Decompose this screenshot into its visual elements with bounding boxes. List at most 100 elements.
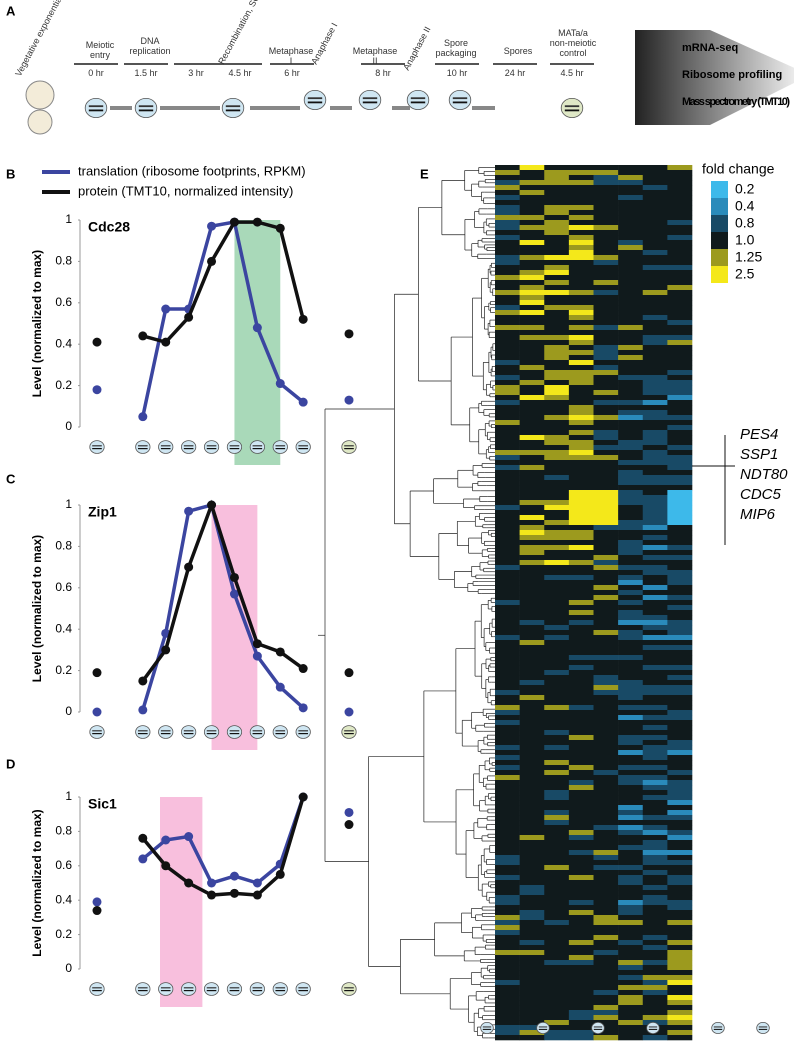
heatmap-cell — [495, 705, 520, 711]
heatmap-cell — [667, 745, 693, 751]
heatmap-cell — [495, 385, 520, 391]
heatmap-cell — [568, 540, 594, 546]
heatmap-cell — [618, 175, 644, 181]
heatmap-cell — [593, 375, 619, 381]
heatmap-cell — [667, 420, 693, 426]
heatmap-cell — [544, 180, 570, 186]
heatmap-cell — [544, 305, 570, 311]
heatmap-cell — [568, 730, 594, 736]
heatmap-cell — [642, 505, 668, 511]
heatmap-cell — [519, 765, 545, 771]
heatmap-cell — [593, 530, 619, 536]
heatmap-cell — [519, 715, 545, 721]
heatmap-cell — [519, 190, 545, 196]
heatmap-cell — [519, 275, 545, 281]
heatmap-cell — [519, 425, 545, 431]
heatmap-cell — [593, 665, 619, 671]
cell-icon — [536, 1022, 550, 1035]
heatmap-cell — [544, 800, 570, 806]
heatmap-cell — [568, 915, 594, 921]
heatmap-cell — [618, 575, 644, 581]
heatmap-cell — [519, 450, 545, 456]
heatmap-cell — [593, 860, 619, 866]
heatmap-cell — [667, 330, 693, 336]
heatmap-cell — [544, 950, 570, 956]
heatmap-cell — [568, 300, 594, 306]
heatmap-cell — [618, 395, 644, 401]
heatmap-cell — [544, 230, 570, 236]
heatmap-cell — [568, 465, 594, 471]
heatmap-cell — [568, 660, 594, 666]
heatmap-cell — [618, 885, 644, 891]
heatmap-cell — [667, 480, 693, 486]
heatmap-cell — [667, 760, 693, 766]
heatmap-cell — [495, 505, 520, 511]
heatmap-cell — [618, 955, 644, 961]
gene-label: CDC5 — [740, 486, 781, 503]
heatmap-cell — [519, 420, 545, 426]
heatmap-cell — [568, 785, 594, 791]
heatmap-cell — [519, 440, 545, 446]
stage-name: MATa/a non-meiotic control — [549, 28, 597, 58]
cell-icon — [221, 98, 245, 119]
heatmap-cell — [618, 820, 644, 826]
heatmap-cell — [568, 220, 594, 226]
heatmap-cell — [519, 610, 545, 616]
heatmap-cell — [642, 755, 668, 761]
heatmap-cell — [495, 630, 520, 636]
cell-icon — [646, 1022, 660, 1035]
heatmap-cell — [618, 170, 644, 176]
heatmap-cell — [544, 865, 570, 871]
heatmap-cell — [642, 580, 668, 586]
heatmap-cell — [593, 795, 619, 801]
heatmap-cell — [495, 945, 520, 951]
heatmap-cell — [495, 890, 520, 896]
heatmap-cell — [593, 840, 619, 846]
heatmap-cell — [519, 480, 545, 486]
heatmap-cell — [593, 990, 619, 996]
heatmap-cell — [667, 310, 693, 316]
data-point — [344, 668, 354, 678]
heatmap-cell — [519, 895, 545, 901]
heatmap-cell — [495, 660, 520, 666]
stage-time: 6 hr — [284, 68, 300, 78]
heatmap-cell — [519, 935, 545, 941]
heatmap-cell — [568, 800, 594, 806]
heatmap-cell — [519, 515, 545, 521]
heatmap-cell — [642, 545, 668, 551]
heatmap-cell — [618, 235, 644, 241]
heatmap-cell — [568, 705, 594, 711]
heatmap-cell — [642, 795, 668, 801]
heatmap-cell — [618, 400, 644, 406]
heatmap-cell — [618, 460, 644, 466]
heatmap-cell — [495, 520, 520, 526]
heatmap-cell — [544, 335, 570, 341]
heatmap-cell — [568, 430, 594, 436]
heatmap-cell — [618, 930, 644, 936]
heatmap-cell — [618, 290, 644, 296]
heatmap-cell — [667, 895, 693, 901]
heatmap-cell — [667, 705, 693, 711]
heatmap-cell — [495, 510, 520, 516]
heatmap-cell — [593, 240, 619, 246]
heatmap-cell — [618, 415, 644, 421]
heatmap-cell — [519, 170, 545, 176]
heatmap-cell — [618, 695, 644, 701]
heatmap-cell — [544, 655, 570, 661]
heatmap-cell — [642, 865, 668, 871]
assay-label: mRNA-seq — [682, 42, 738, 54]
heatmap-cell — [593, 420, 619, 426]
heatmap-cell — [593, 735, 619, 741]
heatmap-cell — [519, 995, 545, 1001]
data-point — [275, 682, 285, 692]
heatmap-cell — [544, 740, 570, 746]
data-point — [275, 647, 285, 657]
heatmap-cell — [544, 600, 570, 606]
heatmap-cell — [667, 540, 693, 546]
heatmap-cell — [618, 445, 644, 451]
heatmap-cell — [593, 200, 619, 206]
heatmap-cell — [667, 185, 693, 191]
heatmap-cell — [519, 470, 545, 476]
heatmap-cell — [618, 1005, 644, 1011]
legend-label: translation (ribosome footprints, RPKM) — [78, 163, 306, 178]
